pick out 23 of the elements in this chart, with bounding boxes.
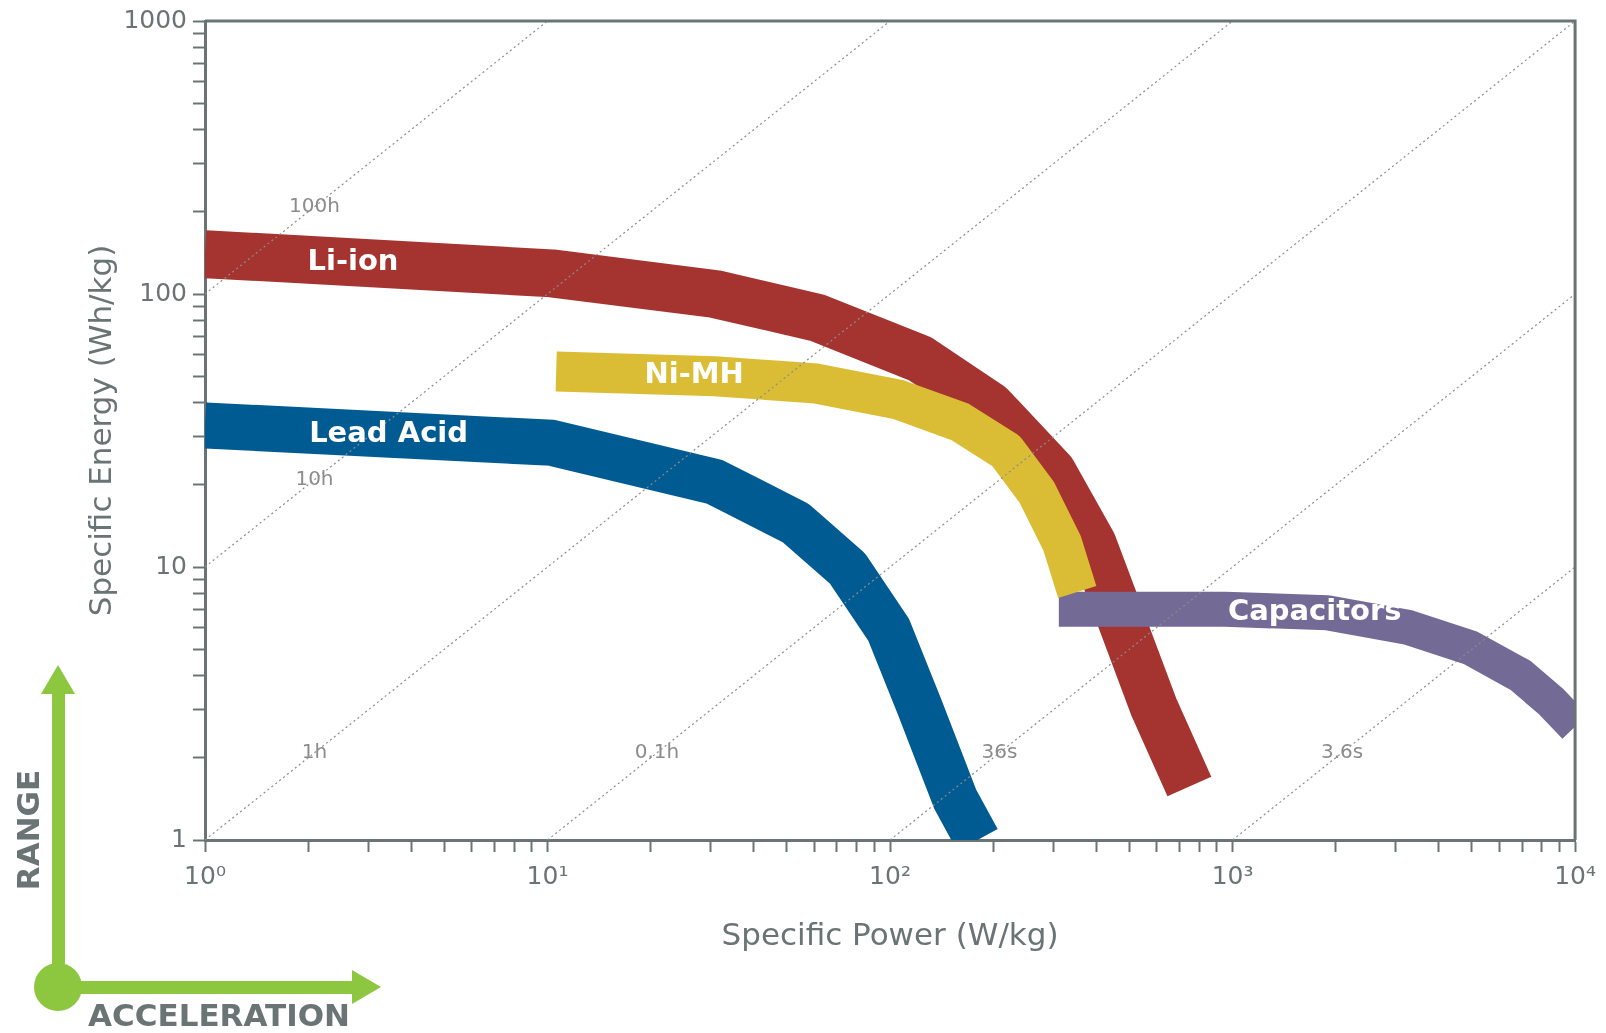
x-tick-label: 10⁰: [184, 860, 226, 890]
series-label: 100h: [289, 192, 340, 217]
x-tick-label: 10³: [1211, 860, 1254, 890]
series-label: 10h: [295, 465, 334, 490]
y-tick-label: 1000: [123, 4, 187, 34]
series-label: Ni-MH: [644, 356, 744, 391]
series-label: 36s: [981, 738, 1018, 763]
series-label: Lead Acid: [309, 415, 469, 450]
y-tick-label: 1: [171, 823, 187, 853]
x-tick-label: 10¹: [526, 860, 569, 890]
y-tick-label: 100: [139, 277, 187, 307]
text: RANGE: [10, 769, 46, 891]
x-tick-label: 10⁴: [1554, 860, 1597, 890]
text: ACCELERATION: [88, 997, 351, 1033]
series-label: Capacitors: [1227, 592, 1402, 627]
y-axis-title: Specific Energy (Wh/kg): [81, 244, 118, 617]
x-axis-title: Specific Power (W/kg): [721, 916, 1059, 953]
x-tick-label: 10²: [869, 860, 911, 890]
series-label: 3.6s: [1320, 738, 1364, 763]
series-label: 1h: [301, 738, 328, 763]
series-label: 0.1h: [634, 738, 680, 763]
y-tick-label: 10: [155, 550, 187, 580]
series-label: Li-ion: [307, 242, 399, 277]
